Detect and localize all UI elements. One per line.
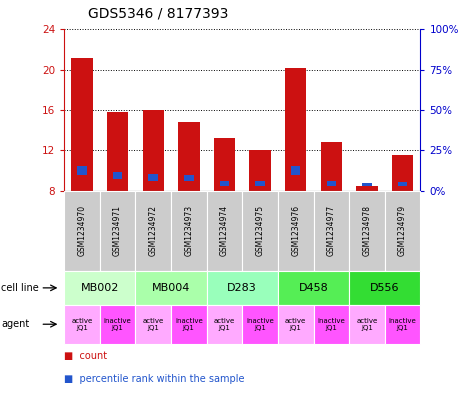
Bar <box>398 182 408 185</box>
Text: GSM1234972: GSM1234972 <box>149 206 158 256</box>
Bar <box>392 155 413 191</box>
Bar <box>107 112 128 191</box>
Bar <box>77 166 87 176</box>
Text: active
JQ1: active JQ1 <box>285 318 306 331</box>
Text: D458: D458 <box>299 283 328 293</box>
Bar <box>249 150 271 191</box>
Text: active
JQ1: active JQ1 <box>356 318 378 331</box>
Bar <box>184 176 194 180</box>
Bar <box>255 180 265 185</box>
Bar <box>356 185 378 191</box>
Text: GSM1234978: GSM1234978 <box>362 206 371 256</box>
Text: inactive
JQ1: inactive JQ1 <box>317 318 345 331</box>
Text: D283: D283 <box>228 283 257 293</box>
Bar <box>148 174 158 180</box>
Text: GSM1234976: GSM1234976 <box>291 205 300 257</box>
Bar <box>178 122 200 191</box>
Bar <box>326 180 336 185</box>
Bar <box>362 182 372 185</box>
Text: active
JQ1: active JQ1 <box>71 318 93 331</box>
Text: inactive
JQ1: inactive JQ1 <box>389 318 417 331</box>
Text: cell line: cell line <box>1 283 38 293</box>
Text: GSM1234979: GSM1234979 <box>398 205 407 257</box>
Text: GSM1234975: GSM1234975 <box>256 205 265 257</box>
Bar <box>291 166 301 176</box>
Text: D556: D556 <box>370 283 399 293</box>
Text: GSM1234970: GSM1234970 <box>77 205 86 257</box>
Text: ■  percentile rank within the sample: ■ percentile rank within the sample <box>64 374 245 384</box>
Text: MB002: MB002 <box>81 283 119 293</box>
Bar <box>285 68 306 191</box>
Text: GSM1234977: GSM1234977 <box>327 205 336 257</box>
Text: GSM1234971: GSM1234971 <box>113 206 122 256</box>
Text: GSM1234973: GSM1234973 <box>184 205 193 257</box>
Bar <box>321 142 342 191</box>
Text: active
JQ1: active JQ1 <box>214 318 235 331</box>
Bar <box>219 180 229 185</box>
Text: inactive
JQ1: inactive JQ1 <box>246 318 274 331</box>
Text: agent: agent <box>1 319 29 329</box>
Bar <box>214 138 235 191</box>
Bar <box>113 173 123 178</box>
Text: active
JQ1: active JQ1 <box>142 318 164 331</box>
Bar <box>71 58 93 191</box>
Text: GSM1234974: GSM1234974 <box>220 205 229 257</box>
Text: MB004: MB004 <box>152 283 190 293</box>
Text: inactive
JQ1: inactive JQ1 <box>104 318 132 331</box>
Text: GDS5346 / 8177393: GDS5346 / 8177393 <box>88 7 228 21</box>
Text: inactive
JQ1: inactive JQ1 <box>175 318 203 331</box>
Bar <box>142 110 164 191</box>
Text: ■  count: ■ count <box>64 351 107 361</box>
